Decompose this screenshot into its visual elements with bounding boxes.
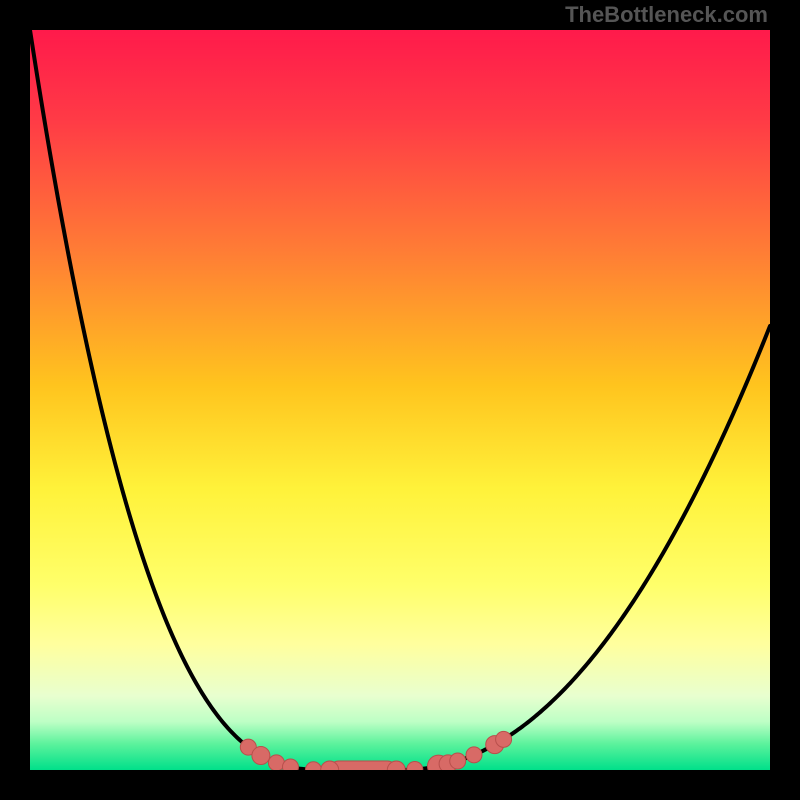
chart-svg: TheBottleneck.com (0, 0, 800, 800)
marker-left-2 (268, 755, 284, 771)
marker-right-4 (466, 747, 482, 763)
plot-area (30, 30, 770, 779)
marker-right-3 (450, 753, 466, 769)
marker-left-1 (252, 747, 270, 765)
chart-root: TheBottleneck.com (0, 0, 800, 800)
watermark-text: TheBottleneck.com (565, 2, 768, 27)
marker-right-6 (496, 731, 512, 747)
gradient-background (30, 30, 770, 770)
